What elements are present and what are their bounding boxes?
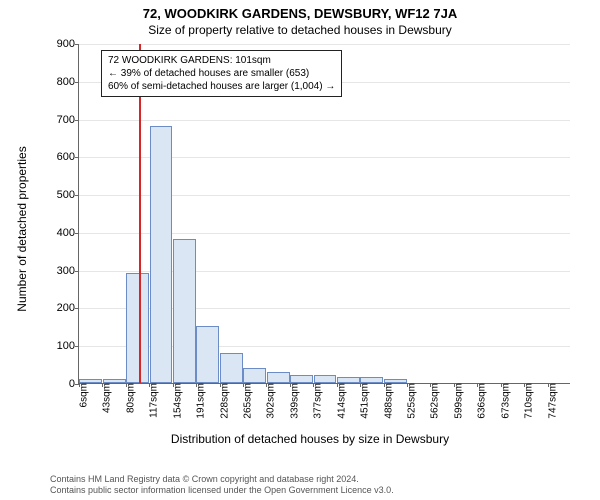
x-tick-label: 302sqm <box>264 383 277 419</box>
x-tick-label: 525sqm <box>405 383 418 419</box>
chart-subtitle: Size of property relative to detached ho… <box>0 21 600 41</box>
x-tick-label: 414sqm <box>334 383 347 419</box>
page-title: 72, WOODKIRK GARDENS, DEWSBURY, WF12 7JA <box>0 0 600 21</box>
histogram-bar <box>337 377 360 383</box>
x-tick-label: 747sqm <box>545 383 558 419</box>
chart-wrap: Number of detached properties 0100200300… <box>50 44 570 414</box>
histogram-bar <box>267 372 290 383</box>
x-tick-label: 562sqm <box>428 383 441 419</box>
histogram-bar <box>290 375 313 383</box>
histogram-bar <box>360 377 383 383</box>
x-tick-label: 191sqm <box>194 383 207 419</box>
y-tick-label: 600 <box>57 151 79 163</box>
x-tick-label: 339sqm <box>287 383 300 419</box>
histogram-bar <box>196 326 219 383</box>
y-tick-label: 800 <box>57 76 79 88</box>
x-tick-label: 6sqm <box>77 383 90 407</box>
y-tick-label: 100 <box>57 340 79 352</box>
x-tick-label: 265sqm <box>241 383 254 419</box>
plot-area: 01002003004005006007008009006sqm43sqm80s… <box>78 44 570 384</box>
y-tick-label: 900 <box>57 38 79 50</box>
x-tick-label: 80sqm <box>123 383 136 413</box>
x-tick-label: 377sqm <box>311 383 324 419</box>
chart-container: 72, WOODKIRK GARDENS, DEWSBURY, WF12 7JA… <box>0 0 600 500</box>
y-tick-label: 400 <box>57 227 79 239</box>
annotation-line-3: 60% of semi-detached houses are larger (… <box>108 80 335 93</box>
histogram-bar <box>150 126 173 383</box>
annotation-line-1: 72 WOODKIRK GARDENS: 101sqm <box>108 54 335 67</box>
histogram-bar <box>243 368 266 383</box>
footer-line-2: Contains public sector information licen… <box>50 485 394 496</box>
histogram-bar <box>103 379 126 383</box>
x-tick-label: 43sqm <box>100 383 113 413</box>
x-tick-label: 451sqm <box>358 383 371 419</box>
y-tick-label: 700 <box>57 114 79 126</box>
x-tick-label: 710sqm <box>522 383 535 419</box>
annotation-box: 72 WOODKIRK GARDENS: 101sqm ← 39% of det… <box>101 50 342 97</box>
y-tick-label: 300 <box>57 265 79 277</box>
x-tick-label: 228sqm <box>217 383 230 419</box>
histogram-bar <box>220 353 243 383</box>
x-axis-label: Distribution of detached houses by size … <box>171 432 449 446</box>
y-axis-label: Number of detached properties <box>15 146 29 311</box>
histogram-bar <box>173 239 196 383</box>
histogram-bar <box>384 379 407 383</box>
x-tick-label: 488sqm <box>381 383 394 419</box>
x-tick-label: 117sqm <box>147 383 160 418</box>
footer-line-1: Contains HM Land Registry data © Crown c… <box>50 474 394 485</box>
y-tick-label: 200 <box>57 302 79 314</box>
x-tick-label: 154sqm <box>170 383 183 419</box>
y-gridline <box>79 120 570 121</box>
x-tick-label: 673sqm <box>498 383 511 419</box>
y-gridline <box>79 44 570 45</box>
x-tick-label: 599sqm <box>451 383 464 419</box>
y-tick-label: 500 <box>57 189 79 201</box>
histogram-bar <box>314 375 337 383</box>
x-tick-label: 636sqm <box>475 383 488 419</box>
histogram-bar <box>126 273 149 383</box>
footer: Contains HM Land Registry data © Crown c… <box>50 474 394 496</box>
annotation-line-2: ← 39% of detached houses are smaller (65… <box>108 67 335 80</box>
